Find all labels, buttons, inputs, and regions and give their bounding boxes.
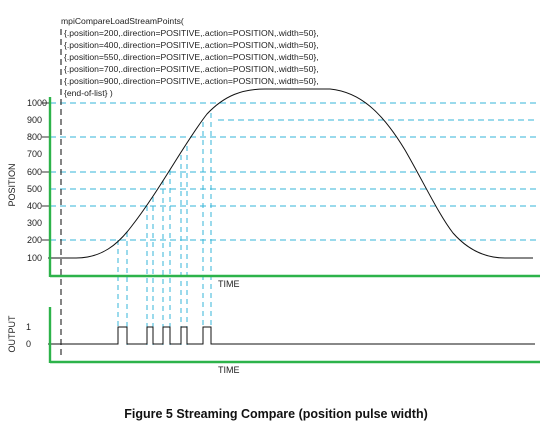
output-axis-label: OUTPUT: [7, 315, 17, 353]
code-line: {.position=900,.direction=POSITIVE,.acti…: [64, 76, 319, 86]
code-listing: mpiCompareLoadStreamPoints( {.position=2…: [61, 16, 319, 98]
tick-label: 1000: [27, 98, 47, 108]
code-line: {.position=550,.direction=POSITIVE,.acti…: [64, 52, 319, 62]
code-line: {.position=400,.direction=POSITIVE,.acti…: [64, 40, 319, 50]
tick-label: 600: [27, 167, 42, 177]
position-grid: [50, 102, 538, 241]
tick-label: 100: [27, 253, 42, 263]
tick-label: 200: [27, 235, 42, 245]
position-time-label: TIME: [218, 279, 240, 289]
code-line: {.position=700,.direction=POSITIVE,.acti…: [64, 64, 319, 74]
code-title: mpiCompareLoadStreamPoints(: [61, 16, 184, 26]
tick-label: 1: [26, 322, 31, 332]
tick-label: 800: [27, 132, 42, 142]
code-line: {end-of-list} ): [64, 88, 113, 98]
code-line: {.position=200,.direction=POSITIVE,.acti…: [64, 28, 319, 38]
position-curve: [48, 88, 533, 259]
tick-label: 700: [27, 149, 42, 159]
output-chart: OUTPUT 1 0 TIME: [7, 307, 540, 375]
output-time-label: TIME: [218, 365, 240, 375]
position-axis-label: POSITION: [7, 163, 17, 206]
output-pulse-train: [48, 326, 535, 345]
figure-caption: Figure 5 Streaming Compare (position pul…: [124, 407, 428, 421]
tick-label: 500: [27, 184, 42, 194]
tick-label: 0: [26, 339, 31, 349]
pulse-guides: [117, 113, 212, 345]
tick-label: 900: [27, 115, 42, 125]
tick-label: 300: [27, 218, 42, 228]
position-ticks: 1000 900 800 700 600 500 400 300 200 100: [27, 98, 50, 263]
position-chart: POSITION 1000 900 800 700 600 500 400 30…: [7, 29, 540, 355]
tick-label: 400: [27, 201, 42, 211]
